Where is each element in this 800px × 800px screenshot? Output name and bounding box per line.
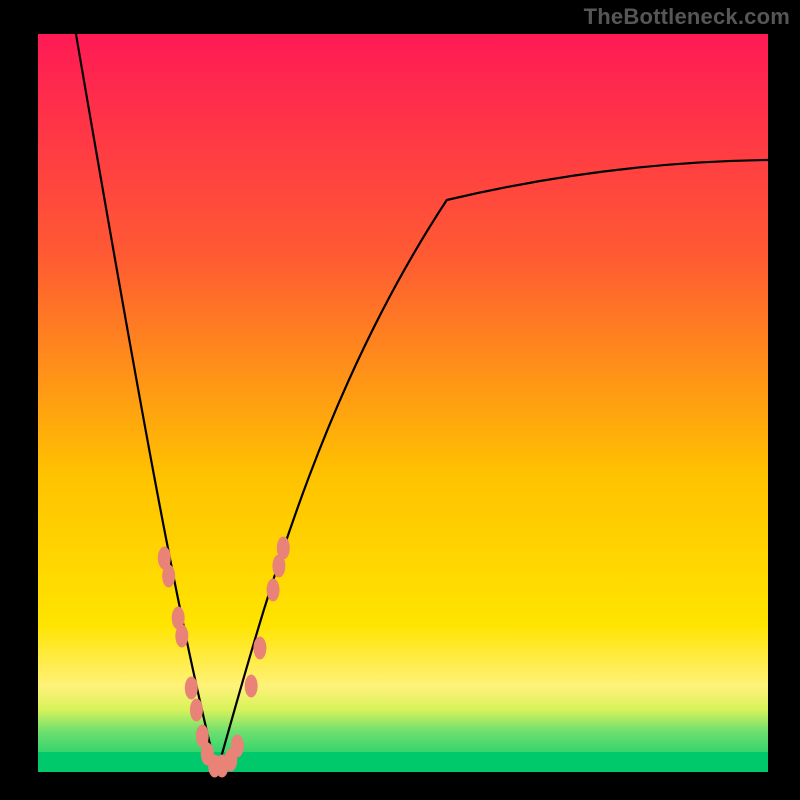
- data-marker: [175, 625, 188, 648]
- data-marker: [190, 699, 203, 722]
- stage: TheBottleneck.com: [0, 0, 800, 800]
- green-strip: [38, 752, 768, 772]
- data-marker: [162, 565, 175, 588]
- watermark-text: TheBottleneck.com: [584, 4, 790, 30]
- data-marker: [185, 677, 198, 700]
- data-marker: [267, 579, 280, 602]
- data-marker: [277, 537, 290, 560]
- data-marker: [253, 637, 266, 660]
- data-marker: [231, 735, 244, 758]
- plot-background: [38, 34, 768, 772]
- data-marker: [245, 675, 258, 698]
- bottleneck-plot: [0, 0, 800, 800]
